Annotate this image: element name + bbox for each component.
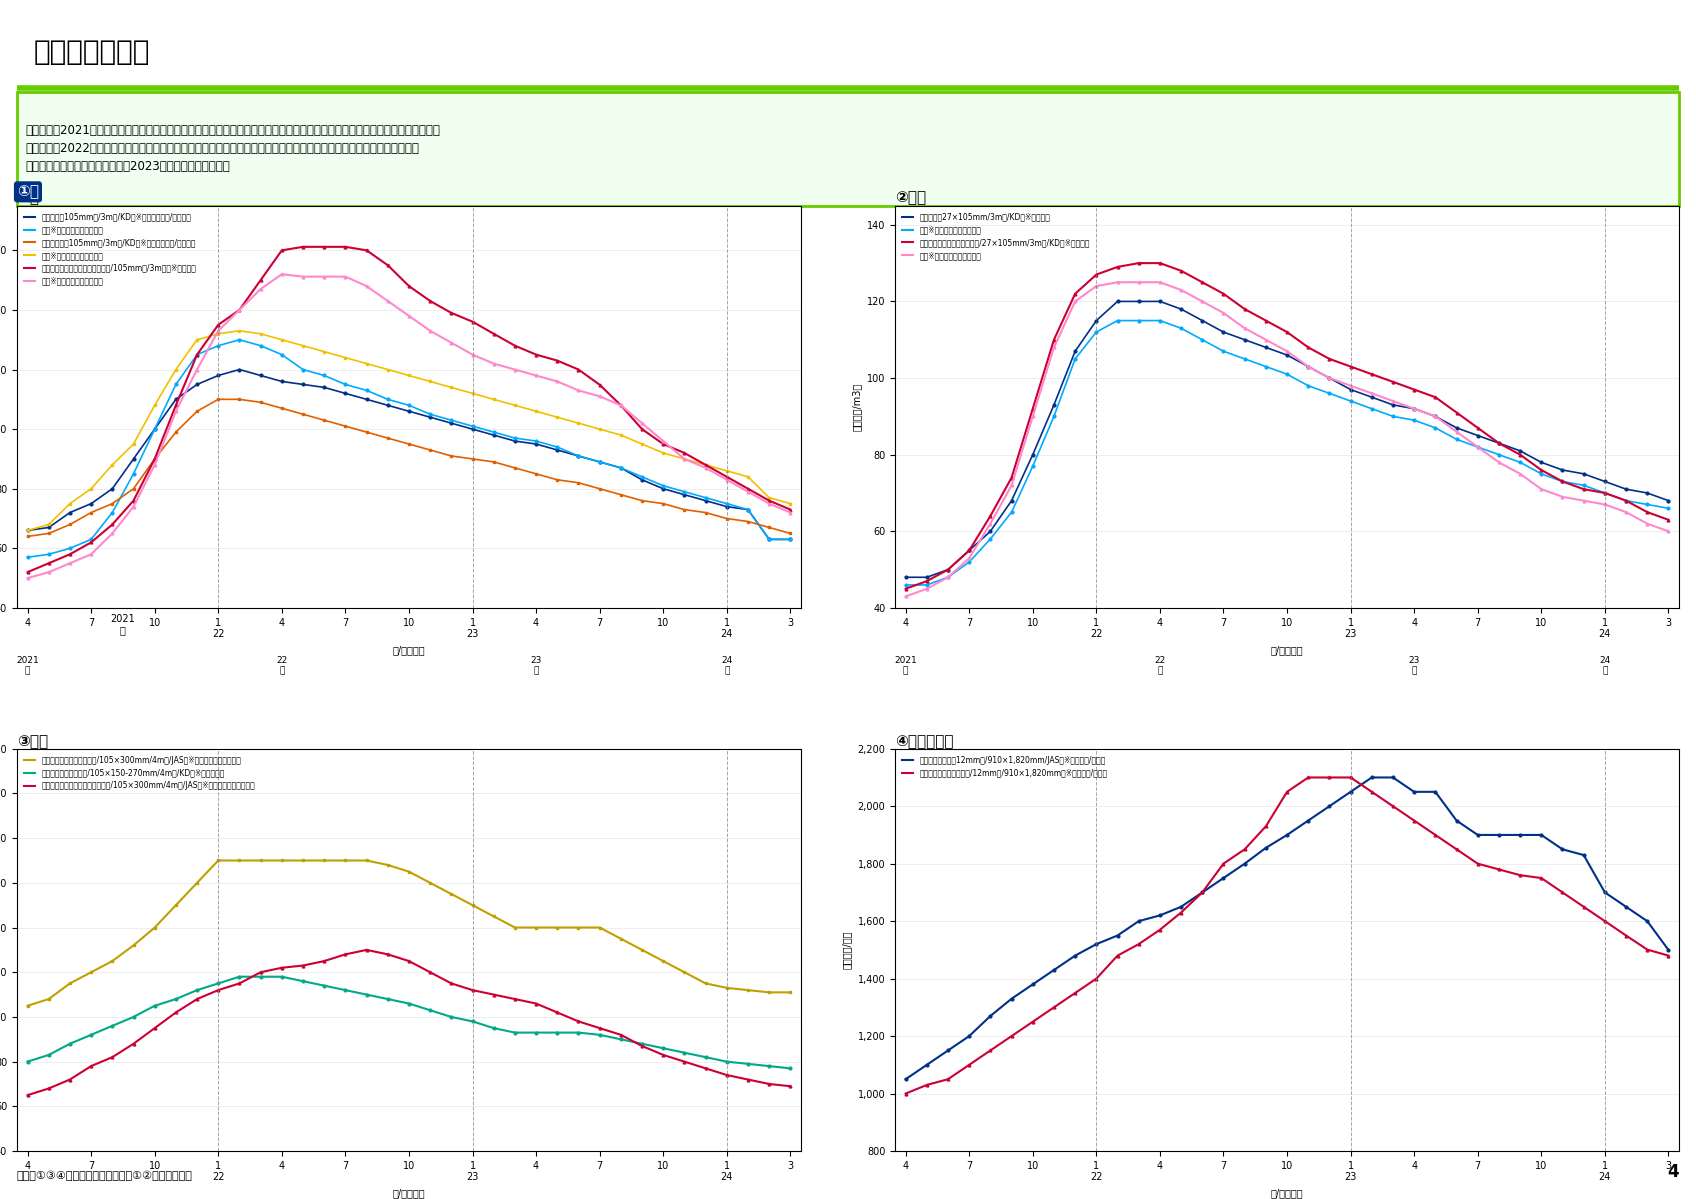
Text: ・令和３（2021）年は、世界的な木材需要の高まり等により輸入材製品価格が高騰し、代替需要により国産材製品価格も上昇。
　令和４（2022）年以降、柱、間柱、平: ・令和３（2021）年は、世界的な木材需要の高まり等により輸入材製品価格が高騰し… bbox=[25, 125, 441, 173]
Y-axis label: 価格（円/m3）: 価格（円/m3） bbox=[851, 382, 862, 430]
Text: 2021
年: 2021 年 bbox=[17, 656, 39, 675]
Text: 24
年: 24 年 bbox=[721, 656, 733, 675]
Text: 23
年: 23 年 bbox=[531, 656, 541, 675]
FancyBboxPatch shape bbox=[17, 92, 1679, 206]
Legend: スギ柱角（105mm角/3m長/KD）※関東市売市場/置場渡し, 〃　※関東プレカット工場着, ヒノキ柱角（105mm角/3m長/KD）※関東市売市場/置場渡し: スギ柱角（105mm角/3m長/KD）※関東市売市場/置場渡し, 〃 ※関東プレ… bbox=[20, 210, 200, 289]
Text: 24
年: 24 年 bbox=[1599, 656, 1611, 675]
Text: 22
年: 22 年 bbox=[1155, 656, 1165, 675]
Legend: 国産針葉樹合板（12mm厚/910×1,820mm/JAS）※関東市場/問屋着, 輸入合板（東南アジア産/12mm厚/910×1,820mm）※関東市場/問屋着: 国産針葉樹合板（12mm厚/910×1,820mm/JAS）※関東市場/問屋着,… bbox=[899, 753, 1111, 781]
Text: 4: 4 bbox=[1667, 1163, 1679, 1181]
Legend: スギ間柱（27×105mm/3m長/KD）※市売市場, 〃　※関東プレカット工場着, ホワイトウッド間柱（欧州産/27×105mm/3m長/KD）※問屋卸し, : スギ間柱（27×105mm/3m長/KD）※市売市場, 〃 ※関東プレカット工場… bbox=[899, 210, 1092, 263]
Text: ④構造用合板: ④構造用合板 bbox=[895, 734, 953, 748]
X-axis label: 年/月（週）: 年/月（週） bbox=[393, 645, 426, 655]
Text: ③平角: ③平角 bbox=[17, 734, 47, 748]
Text: 22
年: 22 年 bbox=[276, 656, 287, 675]
Legend: 米マツ集成平角（国内生産/105×300mm/4m長/JAS）※関東プレカット工場着, 米マツ平角（国内生産/105×150-270mm/4m長/KD）※関東問: 米マツ集成平角（国内生産/105×300mm/4m長/JAS）※関東プレカット工… bbox=[20, 753, 258, 794]
Text: （２）製品価格: （２）製品価格 bbox=[34, 38, 149, 66]
X-axis label: 年/月（週）: 年/月（週） bbox=[1270, 645, 1303, 655]
X-axis label: 年/月（週）: 年/月（週） bbox=[1270, 1188, 1303, 1198]
X-axis label: 年/月（週）: 年/月（週） bbox=[393, 1188, 426, 1198]
Text: 2021
年: 2021 年 bbox=[110, 614, 136, 635]
Y-axis label: 価格（円/枚）: 価格（円/枚） bbox=[841, 930, 851, 969]
Text: 2021
年: 2021 年 bbox=[894, 656, 918, 675]
Text: ②間柱: ②間柱 bbox=[895, 191, 926, 206]
Text: 資料：①③④木材建材ウイクリー、①②日刊木材新聞: 資料：①③④木材建材ウイクリー、①②日刊木材新聞 bbox=[17, 1170, 193, 1181]
Text: 23
年: 23 年 bbox=[1408, 656, 1420, 675]
Text: ①柱: ①柱 bbox=[17, 185, 39, 199]
Text: ①柱: ①柱 bbox=[17, 191, 39, 206]
